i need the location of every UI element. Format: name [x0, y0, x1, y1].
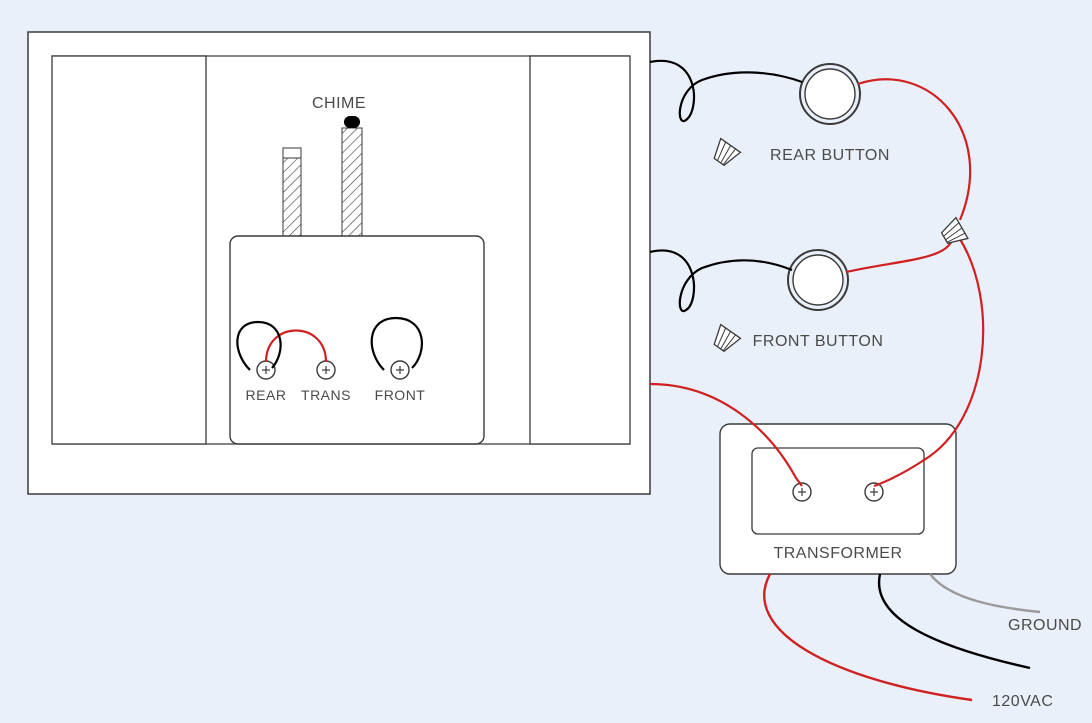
rear-button-label: REAR BUTTON — [770, 147, 890, 164]
rear-button-icon — [800, 64, 860, 124]
chime-label: CHIME — [312, 95, 366, 112]
ground-label: GROUND — [1008, 617, 1082, 634]
rear-terminal — [257, 361, 275, 379]
wire-chime-to-rear-black — [650, 61, 802, 121]
wire-chime-to-front-black — [650, 250, 792, 311]
trans-terminal-label: TRANS — [301, 387, 351, 403]
front-terminal-label: FRONT — [375, 387, 426, 403]
mains-label: 120VAC — [992, 693, 1053, 710]
front-button-group: FRONT BUTTON — [753, 250, 884, 350]
chime-unit: CHIME REAR TRANS FRONT — [28, 32, 650, 494]
rear-terminal-label: REAR — [246, 387, 287, 403]
wire-mains-ground — [930, 574, 1040, 612]
wire-mains-hot — [764, 574, 972, 700]
chime-terminal-box — [230, 236, 484, 444]
front-terminal — [391, 361, 409, 379]
chime-spring-tall — [342, 116, 362, 236]
wiring-diagram: CHIME REAR TRANS FRONT REAR BUTTON — [0, 0, 1092, 723]
trans-terminal — [317, 361, 335, 379]
chime-spring-short — [283, 148, 301, 236]
chime-right-tone-bar — [530, 56, 630, 444]
front-button-icon — [788, 250, 848, 310]
rear-button-group: REAR BUTTON — [770, 64, 890, 164]
transformer-label: TRANSFORMER — [773, 545, 902, 562]
transformer-inner — [752, 448, 924, 534]
wire-nut-3 — [709, 325, 740, 355]
wire-nut-1 — [709, 139, 740, 169]
front-button-label: FRONT BUTTON — [753, 333, 884, 350]
transformer-group: TRANSFORMER — [720, 424, 956, 574]
wire-front-red — [846, 228, 953, 272]
chime-left-tone-bar — [52, 56, 206, 444]
